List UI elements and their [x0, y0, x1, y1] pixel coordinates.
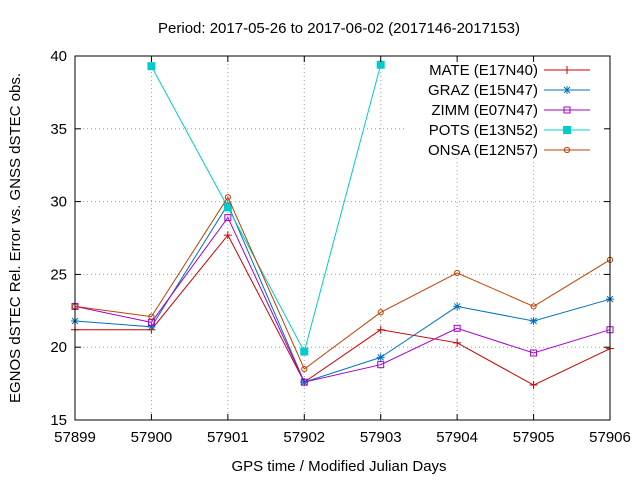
legend: MATE (E17N40) GRAZ (E15N47) ZIMM (E07N47) P…	[428, 62, 590, 159]
x-axis-label: GPS time / Modified Julian Days	[231, 458, 446, 475]
chart-title: Period: 2017-05-26 to 2017-06-02 (201714…	[158, 20, 520, 37]
data-point-zimm	[300, 378, 308, 386]
data-point-graz	[453, 302, 462, 311]
plot-frame	[74, 55, 611, 421]
y-tick-label: 25	[50, 266, 67, 283]
y-tick-label: 30	[50, 194, 67, 211]
data-point-onsa	[530, 303, 537, 310]
data-point-pots	[376, 60, 385, 69]
data-point-mate	[376, 325, 385, 334]
series-pots	[147, 60, 385, 356]
legend-label: MATE (E17N40)	[429, 62, 538, 79]
legend-marker-pots	[563, 126, 571, 134]
data-point-mate	[223, 231, 232, 240]
legend-marker-graz	[563, 86, 571, 94]
legend-label: ZIMM (E07N47)	[431, 102, 538, 119]
data-point-graz	[529, 316, 538, 325]
data-point-mate	[529, 381, 538, 390]
data-point-pots	[300, 347, 309, 356]
data-point-onsa	[301, 365, 308, 373]
legend-item-mate: MATE (E17N40)	[429, 62, 590, 79]
x-tick-label: 57902	[283, 429, 325, 446]
legend-label: ONSA (E12N57)	[428, 142, 538, 159]
data-point-zimm	[224, 214, 232, 222]
x-tick-label: 57905	[513, 429, 555, 446]
data-point-graz	[376, 353, 385, 362]
axes: 57899 57900 57901 57902 57903 57904 57905 57906…	[50, 48, 631, 446]
data-point-onsa	[224, 194, 231, 201]
data-point-mate	[453, 338, 462, 347]
data-point-onsa	[377, 309, 384, 316]
series-onsa	[71, 194, 614, 373]
legend-item-onsa: ONSA (E12N57)	[428, 142, 590, 159]
x-tick-label: 57900	[131, 429, 173, 446]
series-line-pots	[150, 64, 382, 353]
y-tick-label: 15	[50, 412, 67, 429]
legend-marker-onsa	[563, 146, 571, 154]
legend-item-zimm: ZIMM (E07N47)	[431, 102, 590, 119]
x-tick-label: 57904	[436, 429, 478, 446]
series-line-zimm	[74, 216, 611, 383]
y-axis-label: EGNOS dSTEC Rel. Error vs. GNSS dSTEC ob…	[7, 73, 24, 403]
series-zimm	[71, 214, 614, 386]
series-layer	[71, 60, 614, 390]
data-point-zimm	[377, 361, 385, 369]
series-mate	[71, 231, 614, 390]
series-line-mate	[75, 234, 611, 386]
legend-marker-mate	[563, 66, 571, 74]
series-line-onsa	[74, 196, 611, 370]
x-tick-label: 57901	[207, 429, 249, 446]
legend-label: POTS (E13N52)	[429, 122, 538, 139]
data-point-pots	[147, 62, 156, 71]
data-point-onsa	[148, 313, 155, 320]
data-point-zimm	[530, 349, 538, 357]
x-tick-label: 57899	[54, 429, 96, 446]
data-point-graz	[147, 322, 156, 331]
series-line-graz	[74, 203, 611, 383]
y-tick-label: 40	[50, 48, 67, 65]
legend-item-graz: GRAZ (E15N47)	[428, 82, 590, 99]
x-tick-label: 57903	[360, 429, 402, 446]
data-point-pots	[223, 203, 232, 212]
grid-lines	[75, 56, 610, 420]
y-tick-label: 35	[50, 121, 67, 138]
data-point-zimm	[453, 324, 461, 332]
x-tick-label: 57906	[589, 429, 631, 446]
legend-marker-zimm	[563, 106, 571, 114]
legend-item-pots: POTS (E13N52)	[429, 122, 590, 139]
y-tick-label: 20	[50, 339, 67, 356]
legend-label: GRAZ (E15N47)	[428, 82, 538, 99]
data-point-onsa	[454, 269, 461, 277]
series-graz	[71, 200, 614, 387]
